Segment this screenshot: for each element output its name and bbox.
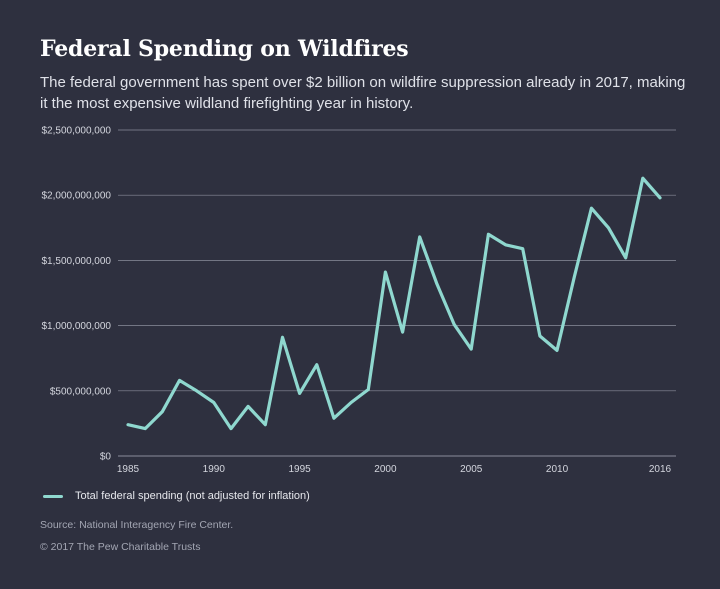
y-tick-label: $1,500,000,000 xyxy=(41,256,111,267)
copyright-note: © 2017 The Pew Charitable Trusts xyxy=(40,541,201,553)
legend-label: Total federal spending (not adjusted for… xyxy=(75,490,310,502)
legend: Total federal spending (not adjusted for… xyxy=(43,490,310,502)
y-tick-label: $1,000,000,000 xyxy=(41,321,111,332)
x-tick-label: 1990 xyxy=(203,464,226,475)
series-layer xyxy=(126,176,662,431)
y-tick-label: $2,500,000,000 xyxy=(41,126,111,137)
chart-title: Federal Spending on Wildfires xyxy=(40,36,409,62)
y-tick-label: $500,000,000 xyxy=(50,386,112,397)
y-axis-tick-labels: $0 $500,000,000 $1,000,000,000 $1,500,000,0… xyxy=(41,126,111,463)
x-tick-label: 1995 xyxy=(288,464,311,475)
x-tick-label: 2000 xyxy=(374,464,397,475)
x-tick-label: 2016 xyxy=(649,464,672,475)
x-tick-label: 2010 xyxy=(546,464,569,475)
x-tick-label: 1985 xyxy=(117,464,140,475)
legend-swatch xyxy=(43,494,63,498)
y-tick-label: $2,000,000,000 xyxy=(41,191,111,202)
series-line xyxy=(126,176,662,431)
gridlines xyxy=(118,129,676,457)
y-tick-label: $0 xyxy=(100,452,112,463)
chart-subtitle: The federal government has spent over $2… xyxy=(40,74,686,112)
x-tick-label: 2005 xyxy=(460,464,483,475)
x-axis-tick-labels: 1985 1990 1995 2000 2005 2010 2016 xyxy=(117,464,672,475)
source-note: Source: National Interagency Fire Center… xyxy=(40,519,234,531)
